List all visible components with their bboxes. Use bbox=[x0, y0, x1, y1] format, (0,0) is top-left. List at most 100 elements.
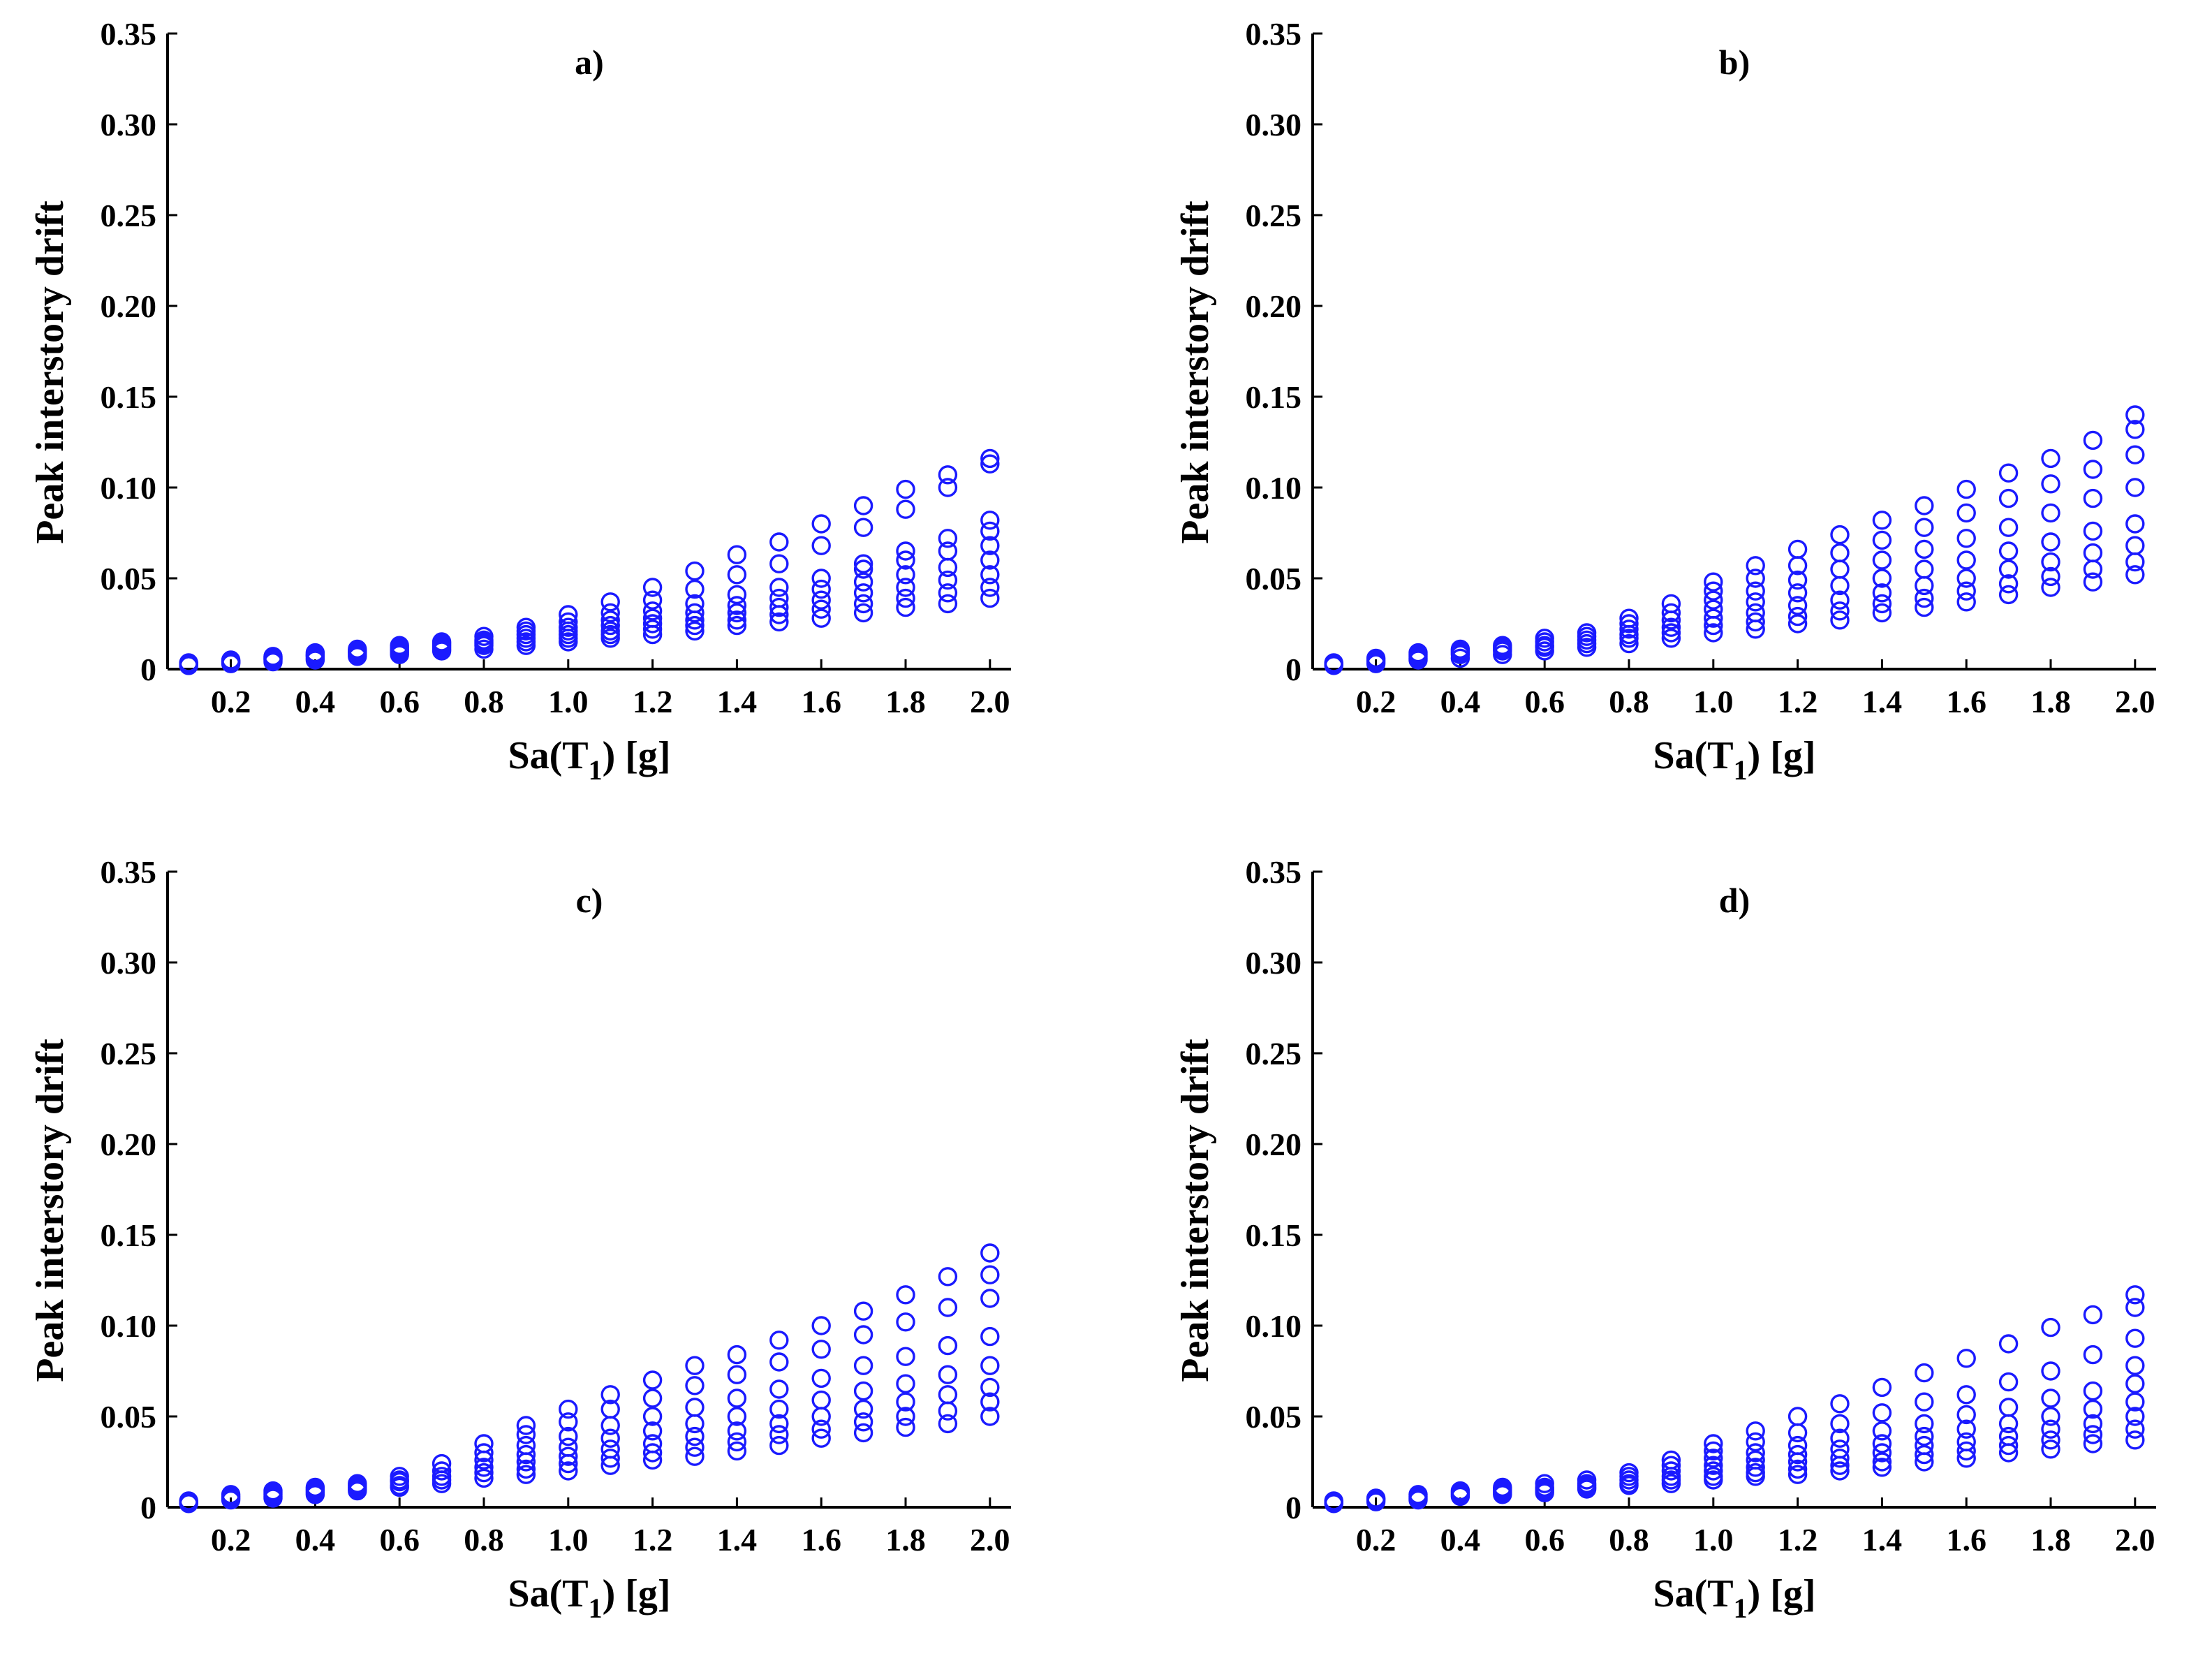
data-point bbox=[474, 1434, 494, 1453]
data-point bbox=[600, 1399, 620, 1419]
data-point bbox=[642, 1443, 663, 1463]
y-tick-label: 0.35 bbox=[101, 854, 157, 890]
data-point bbox=[1661, 629, 1681, 648]
data-point bbox=[2041, 578, 2060, 597]
data-point bbox=[1830, 1449, 1850, 1468]
data-point bbox=[1787, 1423, 1808, 1443]
data-point bbox=[1915, 518, 1934, 537]
x-tick-label: 0.4 bbox=[295, 684, 336, 719]
data-point bbox=[938, 1401, 958, 1421]
data-point bbox=[474, 1463, 494, 1483]
x-tick-label: 0.8 bbox=[1609, 684, 1649, 719]
data-point bbox=[516, 1459, 536, 1479]
data-point bbox=[1450, 1481, 1470, 1501]
data-point bbox=[853, 1301, 873, 1321]
data-point bbox=[896, 1374, 915, 1393]
data-point bbox=[2125, 514, 2145, 534]
data-point bbox=[1956, 592, 1976, 612]
data-point bbox=[1746, 592, 1765, 612]
data-point bbox=[769, 532, 789, 552]
data-point bbox=[305, 1477, 325, 1497]
y-tick-label: 0.05 bbox=[1246, 561, 1302, 596]
y-tick-label: 0.20 bbox=[1246, 1127, 1302, 1162]
data-point bbox=[1915, 1426, 1934, 1446]
data-point bbox=[1915, 496, 1934, 515]
data-point bbox=[2125, 420, 2145, 439]
y-tick-label: 0 bbox=[1285, 1490, 1302, 1525]
data-point bbox=[938, 570, 958, 590]
data-point bbox=[1998, 1426, 2019, 1446]
data-point bbox=[1787, 1459, 1808, 1479]
data-point bbox=[2041, 552, 2060, 572]
data-point bbox=[685, 594, 705, 614]
y-tick-label: 0.05 bbox=[101, 561, 157, 596]
data-point bbox=[2125, 1328, 2145, 1348]
y-tick-label: 0.10 bbox=[101, 1308, 157, 1344]
data-point bbox=[769, 1352, 789, 1372]
data-point bbox=[1998, 585, 2019, 605]
data-point bbox=[1746, 556, 1765, 576]
data-point bbox=[769, 1379, 789, 1399]
data-point bbox=[1830, 525, 1850, 545]
data-point bbox=[727, 585, 747, 605]
data-point bbox=[853, 572, 873, 592]
data-point bbox=[432, 1453, 452, 1474]
data-point bbox=[853, 1399, 873, 1419]
data-point bbox=[685, 1356, 705, 1375]
data-point bbox=[896, 588, 915, 608]
data-point bbox=[769, 1425, 789, 1444]
data-point bbox=[600, 615, 620, 636]
y-tick-label: 0.15 bbox=[1246, 1217, 1302, 1253]
y-tick-label: 0.05 bbox=[101, 1399, 157, 1435]
data-point bbox=[980, 1326, 1000, 1347]
data-point bbox=[1956, 1441, 1976, 1461]
data-point bbox=[2041, 1407, 2060, 1426]
data-point bbox=[1619, 620, 1639, 639]
data-point bbox=[2083, 1381, 2103, 1401]
data-point bbox=[1872, 550, 1892, 570]
x-tick-label: 1.8 bbox=[885, 684, 926, 719]
data-point bbox=[642, 590, 663, 610]
data-point bbox=[811, 1368, 831, 1388]
y-tick-label: 0.35 bbox=[1246, 16, 1302, 52]
data-point bbox=[896, 541, 915, 561]
data-point bbox=[938, 1267, 958, 1287]
data-point bbox=[1830, 559, 1850, 579]
data-point bbox=[1956, 479, 1976, 499]
data-point bbox=[2041, 1317, 2060, 1338]
data-point bbox=[1661, 1461, 1681, 1481]
data-point bbox=[980, 588, 1000, 608]
data-point bbox=[853, 1356, 873, 1375]
data-point bbox=[853, 594, 873, 614]
panel-title: c) bbox=[576, 881, 603, 920]
data-point bbox=[516, 1416, 536, 1435]
panel-title: b) bbox=[1719, 43, 1750, 82]
data-point bbox=[2125, 478, 2145, 497]
data-point bbox=[853, 554, 873, 573]
x-tick-label: 1.4 bbox=[717, 1522, 758, 1558]
y-tick-label: 0.10 bbox=[101, 470, 157, 506]
data-point bbox=[1998, 1334, 2019, 1354]
data-point bbox=[2125, 1419, 2145, 1439]
data-point bbox=[1746, 1450, 1765, 1470]
data-point bbox=[2125, 1392, 2145, 1412]
data-point bbox=[1915, 1414, 1934, 1434]
y-tick-label: 0 bbox=[1285, 652, 1302, 687]
data-point bbox=[1535, 1474, 1554, 1493]
data-point bbox=[474, 1443, 494, 1463]
data-point bbox=[2125, 1407, 2145, 1426]
data-point bbox=[642, 608, 663, 628]
data-point bbox=[980, 448, 1000, 469]
data-point bbox=[2041, 474, 2060, 494]
data-point bbox=[1872, 603, 1892, 623]
data-point bbox=[2041, 1388, 2060, 1408]
data-point bbox=[2125, 552, 2145, 572]
data-point bbox=[1577, 1470, 1597, 1490]
data-point bbox=[390, 636, 409, 655]
data-point bbox=[2041, 566, 2060, 587]
data-point bbox=[1915, 1392, 1934, 1412]
data-point bbox=[685, 1398, 705, 1417]
data-point bbox=[938, 557, 958, 578]
data-point bbox=[1619, 614, 1639, 633]
x-axis-label-main: Sa(T bbox=[1653, 1572, 1733, 1615]
